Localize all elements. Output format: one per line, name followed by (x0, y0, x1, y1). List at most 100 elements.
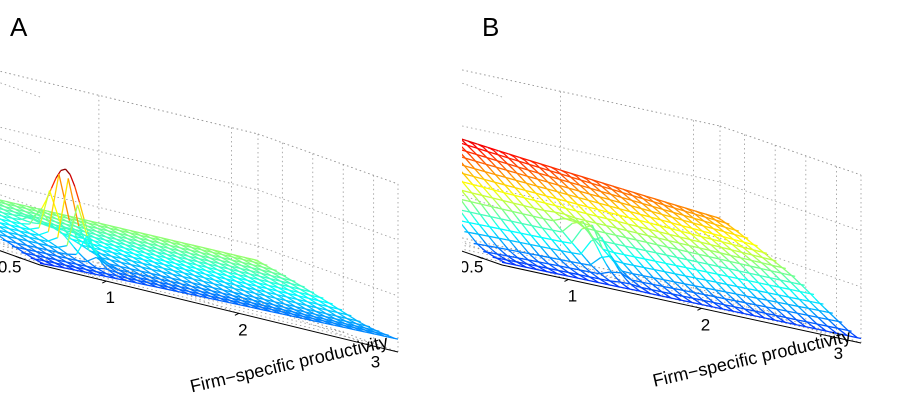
surface-line (187, 293, 199, 297)
surface-line (648, 272, 654, 279)
surface-line (623, 254, 630, 261)
surface-line (232, 294, 244, 299)
surface-line (255, 296, 267, 301)
surface-line (229, 272, 241, 276)
surface-line (348, 321, 360, 325)
surface-line (676, 256, 683, 263)
surface-line (788, 317, 799, 321)
surface-line (562, 218, 574, 221)
surface-line (755, 315, 767, 319)
surface-line (553, 211, 565, 215)
surface-line (462, 209, 467, 213)
surface-line (605, 263, 612, 272)
surface-line (204, 277, 216, 282)
surface-line (50, 223, 62, 234)
surface-line (27, 232, 38, 236)
surface-line (5, 200, 16, 205)
surface-line (748, 295, 760, 300)
surface-line (74, 228, 85, 233)
surface-line (129, 235, 140, 239)
axes-grid (462, 69, 862, 344)
surface-line (106, 264, 118, 271)
surface-line (262, 306, 273, 311)
surface-line (242, 268, 254, 273)
surface-line (526, 219, 533, 227)
surface-line (529, 244, 536, 251)
surface-line (225, 254, 236, 259)
surface-line (579, 262, 591, 266)
surface-line (621, 270, 633, 275)
surface-line (89, 250, 100, 255)
surface-line (800, 306, 812, 310)
surface-line (830, 326, 842, 330)
surface-line (108, 230, 119, 235)
surface-line (562, 231, 569, 239)
surface-line (279, 290, 291, 295)
surface-line (170, 277, 182, 282)
surface-line (505, 224, 511, 232)
surface-line (272, 278, 284, 283)
surface-line (30, 215, 42, 224)
surface-line (2, 239, 14, 244)
surface-line (142, 232, 153, 237)
surface-line (642, 208, 654, 213)
surface-line (118, 265, 130, 270)
surface-line (790, 304, 802, 308)
surface-line (154, 258, 166, 262)
surface-line (659, 266, 666, 273)
surface-line (571, 173, 583, 178)
surface-line (624, 245, 631, 252)
surface-line (594, 230, 601, 237)
surface-line (66, 204, 79, 246)
surface-line (339, 316, 351, 320)
surface-line (75, 235, 88, 255)
surface-line (818, 328, 830, 333)
surface-line (471, 175, 483, 180)
surface-line (519, 241, 525, 249)
surface-line (487, 192, 493, 199)
surface-line (540, 163, 552, 168)
surface-line (517, 241, 528, 245)
surface-line (544, 270, 555, 274)
surface-line (306, 311, 318, 316)
surface-line (298, 302, 310, 307)
surface-line (19, 222, 30, 225)
surface-line (696, 277, 708, 282)
surface-line (289, 296, 301, 301)
surface-line (756, 310, 768, 315)
surface-line (68, 240, 75, 248)
surface-line (152, 235, 164, 239)
surface-line (477, 181, 484, 188)
surface-line (347, 323, 359, 328)
surface-line (576, 273, 588, 278)
surface-line (539, 236, 551, 240)
surface-line (324, 322, 335, 327)
surface-line (139, 237, 151, 242)
surface-line (137, 276, 148, 281)
surface-line (167, 286, 179, 290)
surface-line (130, 232, 142, 237)
surface-line (723, 247, 735, 252)
surface-line (177, 288, 189, 293)
surface-line (262, 276, 274, 281)
surface-line (192, 282, 203, 286)
surface-line (630, 242, 636, 249)
surface-line (243, 297, 255, 302)
surface-line (614, 243, 626, 247)
surface-line (635, 247, 647, 252)
surface-line (47, 174, 60, 232)
surface-line (302, 292, 313, 297)
surface-line (473, 227, 479, 235)
surface-line (486, 200, 493, 207)
surface-line (109, 259, 120, 263)
surface-line (311, 298, 323, 303)
surface-line (661, 291, 673, 295)
surface-line (680, 270, 686, 277)
surface-line (649, 292, 661, 297)
surface-line (9, 217, 21, 221)
surface-line (565, 255, 572, 263)
surface-line (533, 199, 545, 204)
surface-line (147, 246, 159, 250)
surface-line (155, 254, 167, 259)
